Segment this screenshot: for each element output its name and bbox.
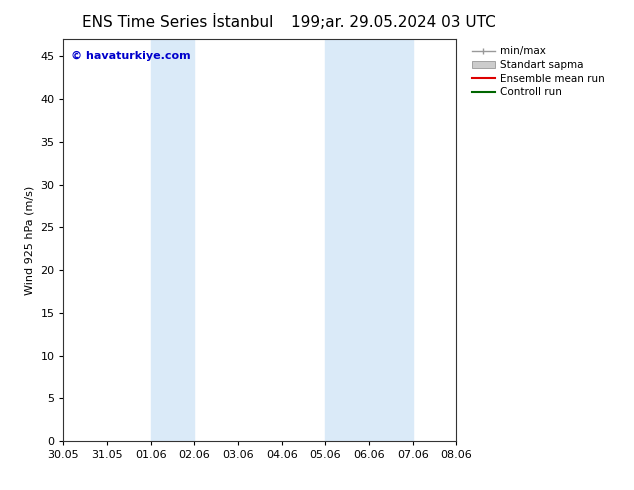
Bar bbox=[325, 39, 413, 441]
Text: ENS Time Series İstanbul: ENS Time Series İstanbul bbox=[82, 15, 273, 30]
Y-axis label: Wind 925 hPa (m/s): Wind 925 hPa (m/s) bbox=[25, 186, 35, 294]
Legend: min/max, Standart sapma, Ensemble mean run, Controll run: min/max, Standart sapma, Ensemble mean r… bbox=[470, 45, 607, 99]
Text: 199;ar. 29.05.2024 03 UTC: 199;ar. 29.05.2024 03 UTC bbox=[291, 15, 495, 30]
Bar bbox=[151, 39, 195, 441]
Text: © havaturkiye.com: © havaturkiye.com bbox=[71, 51, 191, 61]
